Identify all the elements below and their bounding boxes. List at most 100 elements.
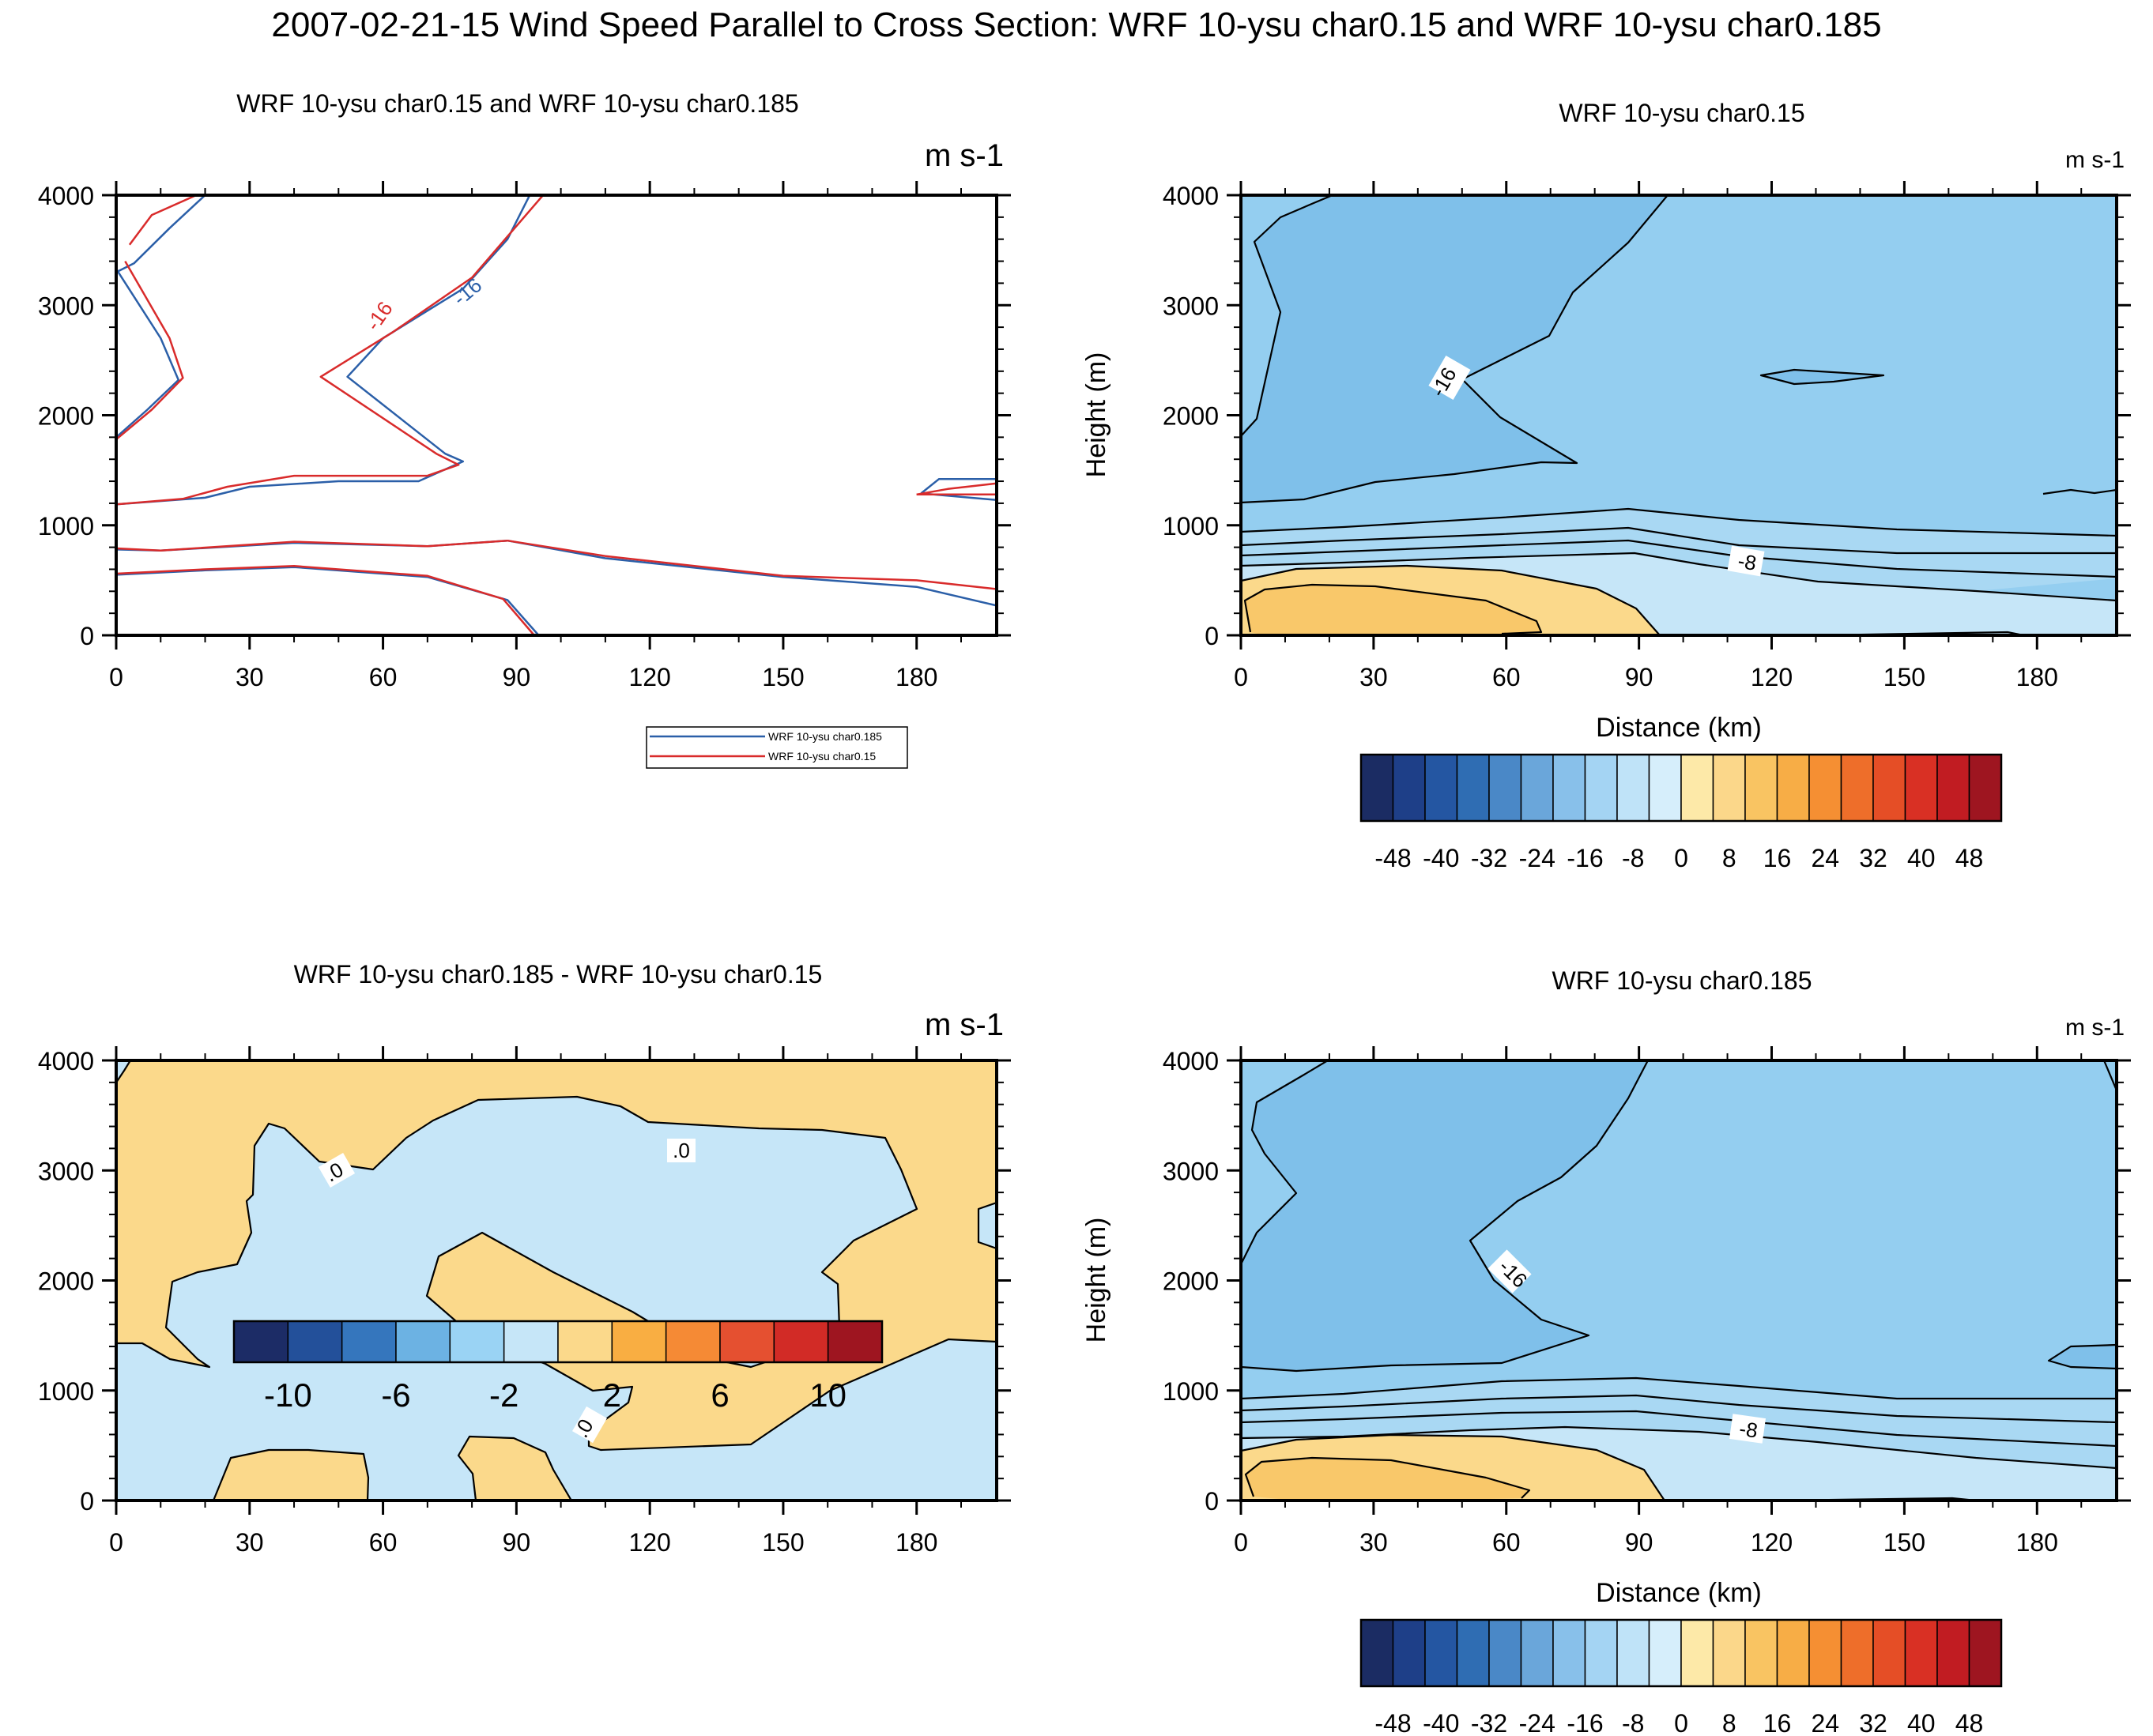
difference-colorbar-label: -10 [264,1376,312,1414]
overlay-series-0-line-3 [115,539,997,607]
char0185-xlabel: Distance (km) [1596,1578,1762,1608]
char0185-ytick-label: 4000 [1163,1047,1219,1075]
figure-title: 2007-02-21-15 Wind Speed Parallel to Cro… [271,6,1881,44]
char0185-xtick-label: 0 [1234,1528,1248,1557]
char0185-colorbar-label: -32 [1471,1709,1507,1736]
difference-xtick-label: 120 [628,1528,670,1557]
overlay-legend: WRF 10-ysu char0.185 WRF 10-ysu char0.15 [646,726,908,769]
char015-colorbar-label: 32 [1859,844,1887,872]
char0185-colorbar-box [1520,1619,1554,1687]
char0185-colorbar-label: 32 [1859,1709,1887,1736]
char015-colorbar-box [1584,754,1618,822]
difference-colorbar-frame [232,1320,884,1364]
char015-line-e [1241,564,1661,635]
char015-colorbar-label: 24 [1811,844,1839,872]
char0185-xtick-label: 90 [1625,1528,1653,1557]
overlay-series-1-line-4 [115,565,535,636]
char015-xtick-label: 30 [1359,663,1388,691]
overlay-xtick-label: 90 [503,663,531,691]
char0185-colorbar-label: -40 [1423,1709,1459,1736]
char015-colorbar-frame [1359,753,2003,823]
char0185-line-a [1241,1376,2117,1400]
difference-colorbar-label: -6 [381,1376,410,1414]
char0185-xtick-label: 60 [1492,1528,1521,1557]
difference-axes: 0 30 60 90 120 150 180 0 1000 2000 3000 4000 [38,1046,1011,1557]
char015-line-b [1241,526,2117,555]
difference-label-box-3 [572,1406,607,1444]
char0185-colorbar-label: 8 [1722,1709,1736,1736]
difference-band-0-2-bump1 [213,1450,368,1501]
char015-label-box-neg16 [1428,355,1471,401]
char015-colorbar-box [1776,754,1810,822]
char015-colorbar-box [1648,754,1682,822]
difference-colorbar-box [233,1320,289,1363]
difference-colorbar-box [503,1320,559,1363]
char015-colorbar-box [1840,754,1874,822]
char0185-axes: 0 30 60 90 120 150 180 0 1000 2000 3000 4000 [1163,1046,2131,1557]
char0185-colorbar-box [1712,1619,1746,1687]
char0185-ytick-label: 3000 [1163,1157,1219,1185]
difference-ytick-label: 0 [80,1487,94,1516]
char015-colorbar-box [1808,754,1842,822]
char0185-label-box-neg8 [1729,1414,1767,1444]
overlay-ytick-label: 3000 [38,292,94,320]
char015-colorbar-box [1872,754,1906,822]
difference-colorbar-label: -2 [489,1376,518,1414]
char015-xtick-label: 60 [1492,663,1521,691]
difference-line-zero-main [116,1095,997,1452]
difference-ytick-label: 3000 [38,1157,94,1185]
char015-colorbar: -48 -40 -32 -24 -16 -8 0 8 16 24 32 40 48 [1359,753,2003,872]
overlay-series-0-line-2 [115,194,531,506]
char0185-colorbar-label: -24 [1519,1709,1555,1736]
char015-xtick-label: 0 [1234,663,1248,691]
difference-xtick-label: 180 [896,1528,937,1557]
overlay-xtick-label: 0 [109,663,123,691]
char015-colorbar-box [1520,754,1554,822]
char015-colorbar-box [1936,754,1970,822]
overlay-xtick-label: 180 [896,663,937,691]
difference-colorbar-box [395,1320,451,1363]
difference-ytick-label: 2000 [38,1267,94,1296]
overlay-legend-text-char015: WRF 10-ysu char0.15 [768,750,876,763]
char015-colorbar-label: -8 [1622,844,1644,872]
overlay-axes: 0 30 60 90 120 150 180 0 1000 2000 3000 4000 [38,181,1011,691]
char015-ytick-label: 1000 [1163,512,1219,540]
char0185-label-box-neg16 [1487,1249,1532,1294]
char0185-colorbar-label: -48 [1374,1709,1411,1736]
char015-contour-lines [1241,195,2117,635]
char0185-band-4-8 [1246,1458,1529,1501]
char0185-colorbar-label: 48 [1955,1709,1984,1736]
char015-colorbar-box [1456,754,1490,822]
char015-band-neg16-neg12 [1241,195,1668,503]
overlay-legend-text-char0185: WRF 10-ysu char0.185 [768,730,882,743]
char015-colorbar-label: 16 [1763,844,1792,872]
char0185-colorbar-box [1648,1619,1682,1687]
char0185-colorbar: -48 -40 -32 -24 -16 -8 0 8 16 24 32 40 48 [1359,1618,2003,1736]
char0185-colorbar-frame [1359,1618,2003,1688]
char015-contour-labels: -16 -8 [1426,355,1765,577]
overlay-contour-label-blue: -16 [448,273,486,311]
char0185-colorbar-box [1840,1619,1874,1687]
difference-colorbar-label: 10 [809,1376,846,1414]
char0185-band-corner [2049,1345,2117,1369]
char015-ylabel: Height (m) [1081,352,1111,478]
char0185-line-corner [2047,1343,2117,1370]
char0185-colorbar-box [1808,1619,1842,1687]
char015-axes: 0 30 60 90 120 150 180 0 1000 2000 3000 4000 [1163,181,2131,691]
overlay-series-1-line-2 [115,194,545,506]
char0185-colorbar-box [1584,1619,1618,1687]
difference-colorbar: -10 -6 -2 2 6 10 [232,1320,884,1414]
char015-colorbar-box [1424,754,1458,822]
overlay-series-1-line-0 [128,194,197,246]
difference-xtick-label: 30 [236,1528,264,1557]
char0185-colorbar-label: 40 [1907,1709,1936,1736]
char0185-line-neg16 [1241,1060,1329,1265]
difference-colorbar-box [611,1320,667,1363]
char015-band-neg12-neg8-island [1761,370,1883,384]
char015-colorbar-label: -32 [1471,844,1507,872]
char0185-xtick-label: 30 [1359,1528,1388,1557]
char0185-colorbar-label: -8 [1622,1709,1644,1736]
panel-char015-units: m s-1 [2065,147,2125,173]
difference-band-0-2-bump2 [458,1437,571,1501]
